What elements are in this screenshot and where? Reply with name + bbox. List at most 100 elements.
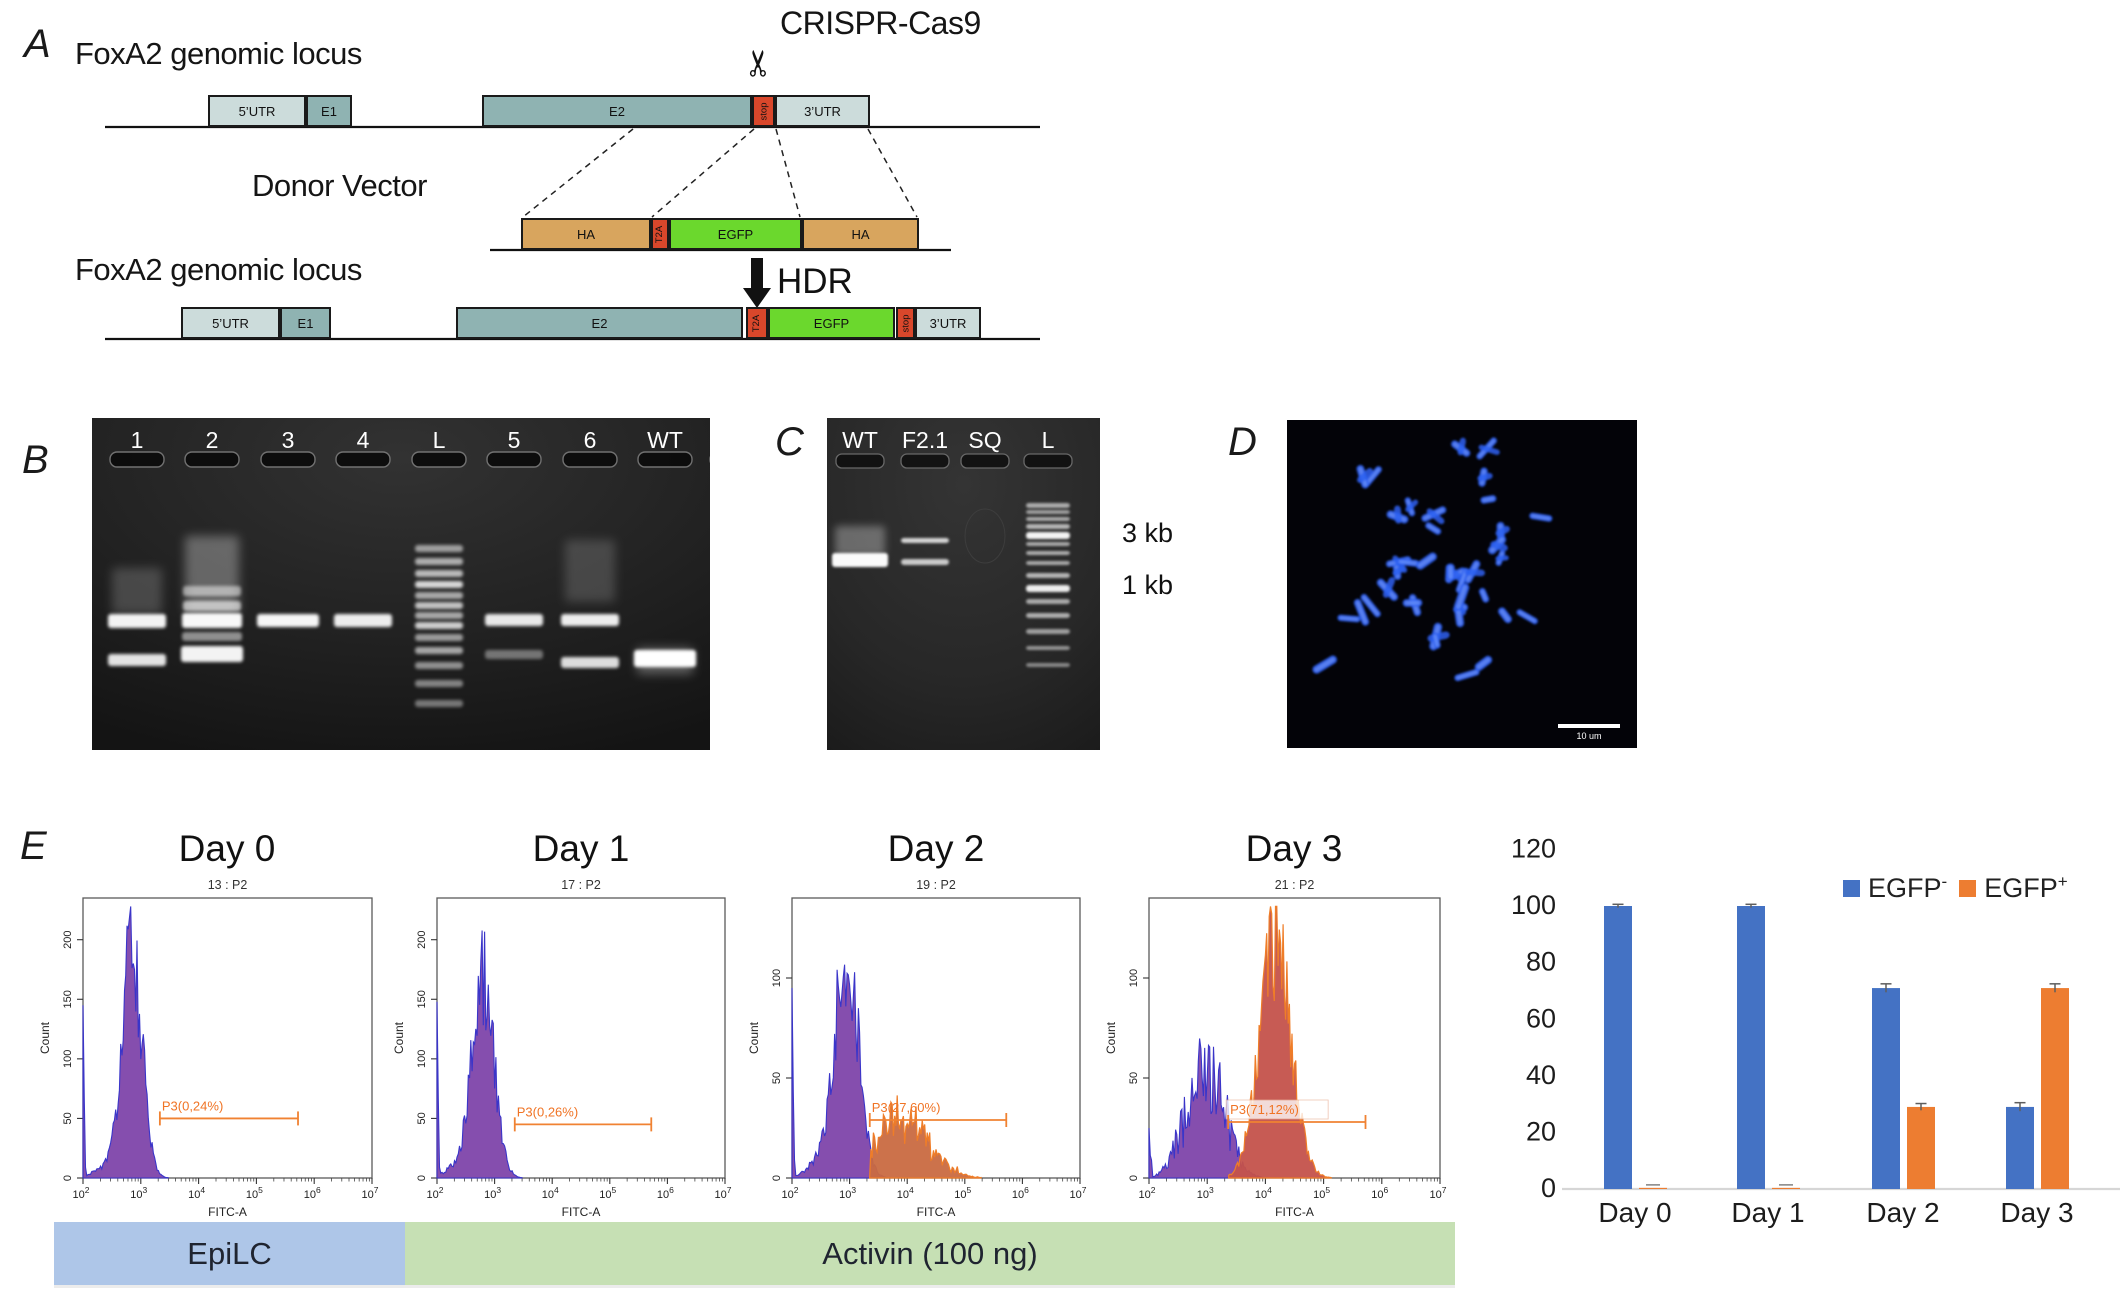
- x-tick-label: 102: [782, 1185, 799, 1201]
- bar-egfp+-day1: [1772, 1187, 1800, 1189]
- gel-band: [901, 538, 949, 543]
- legend-label-egfp-pos: EGFP+: [1984, 872, 2068, 903]
- gene-segment-5utr: 5’UTR: [181, 307, 280, 339]
- gate-label: P3(0,26%): [517, 1104, 578, 1119]
- bar-category-label: Day 0: [1598, 1197, 1671, 1228]
- gel-c-lane-label: F2.1: [902, 427, 948, 453]
- y-tick-label: 0: [1128, 1175, 1140, 1181]
- chromosome: [1495, 549, 1509, 566]
- gene-segment-stop: stop: [752, 95, 775, 127]
- bar-ytick-label: 60: [1526, 1003, 1556, 1033]
- gel-band: [1026, 629, 1070, 634]
- chromosome: [1337, 614, 1361, 623]
- y-tick-label: 100: [1128, 969, 1140, 987]
- bar-category-label: Day 3: [2000, 1197, 2073, 1228]
- gel-band: [415, 680, 463, 687]
- chromosomes: [1312, 437, 1553, 682]
- x-tick-label: 103: [484, 1185, 501, 1201]
- activin-ribbon: Activin (100 ng): [405, 1222, 1455, 1288]
- gel-band: [257, 614, 319, 627]
- chromosome: [1353, 598, 1370, 626]
- gel-band: [1026, 532, 1070, 539]
- panel-d-label: D: [1228, 420, 1257, 464]
- bar-egfp+-day2: [1907, 1106, 1935, 1189]
- x-tick-label: 102: [427, 1185, 444, 1201]
- chromosome: [1464, 560, 1486, 584]
- gel-band: [415, 581, 463, 588]
- y-tick-label: 0: [416, 1175, 428, 1181]
- chromosome: [1474, 655, 1493, 672]
- gel-image-c: WT F2.1 SQ L: [827, 418, 1100, 750]
- x-tick-label: 107: [362, 1185, 379, 1201]
- y-tick-label: 50: [1128, 1072, 1140, 1084]
- hdr-dashed-connector: [775, 128, 801, 218]
- legend-item-egfp-pos: EGFP+: [1959, 872, 2068, 904]
- x-tick-label: 107: [1430, 1185, 1447, 1201]
- chromosome: [1529, 512, 1553, 522]
- gel-c-lane-label: L: [1042, 427, 1055, 453]
- y-tick-label: 150: [416, 990, 428, 1008]
- gel-band: [415, 634, 463, 641]
- locus-title-bottom: FoxA2 genomic locus: [75, 252, 362, 287]
- bar-chart-legend: EGFP- EGFP+: [1843, 872, 2068, 904]
- flow-plot-title: 13 : P2: [208, 878, 248, 892]
- y-tick-label: 50: [416, 1112, 428, 1124]
- x-tick-label: 104: [1255, 1185, 1272, 1201]
- x-tick-label: 103: [1197, 1185, 1214, 1201]
- chromosome: [1480, 495, 1497, 504]
- gene-segment-5utr: 5’UTR: [208, 95, 306, 127]
- gel-b-lane-label: 4: [357, 427, 370, 453]
- gel-band: [835, 526, 885, 556]
- epilc-ribbon: EpiLC: [54, 1222, 405, 1288]
- histogram-population: [436, 930, 523, 1179]
- x-tick-label: 104: [188, 1185, 205, 1201]
- y-tick-label: 150: [62, 990, 74, 1008]
- bar-ytick-label: 80: [1526, 947, 1556, 977]
- chromosome: [1386, 505, 1409, 524]
- gel-band: [1026, 599, 1070, 604]
- chromosome: [1451, 437, 1471, 457]
- chromosome: [1454, 668, 1480, 682]
- y-tick-label: 100: [771, 969, 783, 987]
- flow-histogram-day1: 17 : P2 102 103 104 105 106 107 0 50 100 150 200 Cou…: [392, 878, 732, 1219]
- x-tick-label: 107: [715, 1185, 732, 1201]
- x-tick-label: 107: [1070, 1185, 1087, 1201]
- x-tick-label: 106: [1012, 1185, 1029, 1201]
- gel-band: [1026, 510, 1070, 514]
- chromosome: [1356, 464, 1373, 489]
- gene-segment-ha: HA: [521, 218, 651, 250]
- gene-segment-e2: E2: [456, 307, 743, 339]
- x-tick-label: 104: [897, 1185, 914, 1201]
- x-tick-label: 104: [542, 1185, 559, 1201]
- x-tick-label: 106: [304, 1185, 321, 1201]
- day3-title: Day 3: [1245, 828, 1343, 869]
- gel-image-b: 1 2 3 4 L 5 6 WT: [92, 418, 710, 750]
- x-tick-label: 105: [1313, 1185, 1330, 1201]
- gel-band: [415, 558, 463, 565]
- gel-band: [415, 545, 463, 552]
- gate-p3: P3(0,26%): [513, 1104, 653, 1132]
- gel-c-lane-label: WT: [842, 427, 878, 453]
- chromosome: [1477, 467, 1493, 487]
- gene-segment-t2a: T2A: [651, 218, 669, 250]
- y-tick-label: 50: [771, 1072, 783, 1084]
- chromosome: [1376, 577, 1399, 601]
- flow-ylabel: Count: [392, 1021, 406, 1054]
- bar-ytick-label: 100: [1511, 890, 1556, 920]
- flow-plot-title: 17 : P2: [561, 878, 601, 892]
- gel-well: [109, 451, 165, 468]
- flow-ylabel: Count: [38, 1021, 52, 1054]
- chromosome: [1446, 563, 1456, 582]
- gene-segment-e1: E1: [280, 307, 331, 339]
- hdr-dashed-connector: [651, 128, 755, 218]
- gel-well: [835, 453, 885, 469]
- gene-segment-egfp: EGFP: [669, 218, 802, 250]
- histogram-population: [868, 1095, 982, 1179]
- donor-vector-title: Donor Vector: [252, 168, 427, 203]
- gel-well: [184, 451, 240, 468]
- gate-label: P3(27,60%): [872, 1100, 941, 1115]
- panel-a-label: A: [24, 22, 51, 66]
- x-tick-label: 102: [1139, 1185, 1156, 1201]
- gel-band: [415, 622, 463, 629]
- gene-segment-3utr: 3’UTR: [775, 95, 870, 127]
